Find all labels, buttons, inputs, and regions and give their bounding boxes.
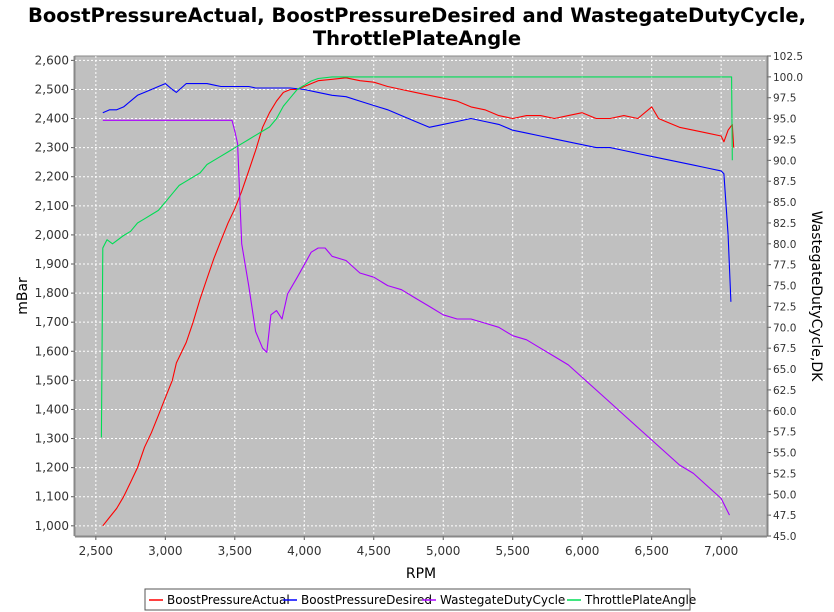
- y-tick-label: 1,500: [35, 373, 69, 387]
- y-tick-label: 2,500: [35, 82, 69, 96]
- axes-layer: 2,500 3,000 3,500 4,000 4,500 5,000 5,500 6,000…: [35, 51, 803, 558]
- y-tick-label: 1,000: [35, 519, 69, 533]
- y-tick-label: 2,400: [35, 112, 69, 126]
- y-right-tick-label: 65.0: [773, 364, 796, 376]
- y-right-tick-label: 55.0: [773, 448, 796, 460]
- y-tick-label: 1,700: [35, 315, 69, 329]
- y-right-tick-label: 45.0: [773, 531, 796, 543]
- series-layer: [100, 76, 735, 527]
- series-line-boost-pressure-desired: [102, 83, 732, 302]
- x-tick-label: 4,000: [287, 544, 321, 558]
- y-right-tick-label: 52.5: [773, 468, 796, 480]
- plot-area: [74, 55, 768, 537]
- chart-title-line2: ThrottlePlateAngle: [313, 27, 521, 50]
- legend-box: [144, 588, 691, 611]
- y-right-tick-label: 70.0: [773, 322, 796, 334]
- y-tick-label: 2,000: [35, 228, 69, 242]
- y-tick-label: 1,400: [35, 402, 69, 416]
- x-tick-label: 2,500: [79, 544, 113, 558]
- x-tick-label: 4,500: [357, 544, 391, 558]
- y-right-tick-label: 67.5: [773, 343, 796, 355]
- x-tick-label: 6,000: [565, 544, 599, 558]
- series-line-wastegate-duty-cycle: [102, 119, 730, 516]
- legend-label-wastegate-duty-cycle: WastegateDutyCycle: [440, 593, 565, 607]
- y-tick-label: 1,100: [35, 490, 69, 504]
- y-right-tick-label: 87.5: [773, 176, 796, 188]
- y-tick-label: 1,600: [35, 344, 69, 358]
- legend-label-throttle-plate-angle: ThrottlePlateAngle: [584, 593, 696, 607]
- y-tick-label: 1,800: [35, 286, 69, 300]
- series-line-boost-pressure-actual: [102, 77, 735, 527]
- chart-title: BoostPressureActual, BoostPressureDesire…: [28, 4, 806, 27]
- x-tick-label: 3,500: [218, 544, 252, 558]
- y-axis-right-label: WastegateDutyCycle,DK: [808, 211, 824, 382]
- x-axis-label: RPM: [406, 566, 436, 582]
- y-tick-label: 2,300: [35, 141, 69, 155]
- y-tick-label: 2,200: [35, 170, 69, 184]
- y-right-tick-label: 75.0: [773, 281, 796, 293]
- x-tick-label: 6,500: [634, 544, 668, 558]
- x-tick-label: 3,000: [148, 544, 182, 558]
- y-right-tick-label: 82.5: [773, 218, 796, 230]
- y-right-tick-label: 60.0: [773, 406, 796, 418]
- y-right-tick-label: 50.0: [773, 489, 796, 501]
- y-tick-label: 1,300: [35, 432, 69, 446]
- y-right-tick-label: 57.5: [773, 427, 796, 439]
- legend: BoostPressureActual BoostPressureDesired W…: [149, 593, 696, 607]
- y-right-tick-label: 80.0: [773, 239, 796, 251]
- y-right-tick-label: 47.5: [773, 510, 796, 522]
- legend-label-boost-pressure-desired: BoostPressureDesired: [301, 593, 432, 607]
- y-tick-label: 2,600: [35, 53, 69, 67]
- y-right-tick-label: 77.5: [773, 260, 796, 272]
- series-line-throttle-plate-angle: [100, 76, 733, 438]
- x-tick-label: 5,000: [426, 544, 460, 558]
- y-right-tick-label: 97.5: [773, 93, 796, 105]
- y-right-tick-label: 90.0: [773, 155, 796, 167]
- y-right-tick-label: 100.0: [773, 72, 803, 84]
- y-right-tick-label: 102.5: [773, 51, 803, 63]
- x-tick-label: 5,500: [496, 544, 530, 558]
- y-axis-label: mBar: [15, 277, 31, 315]
- y-tick-label: 1,200: [35, 461, 69, 475]
- grid-layer: [75, 56, 767, 536]
- y-right-tick-label: 92.5: [773, 134, 796, 146]
- y-tick-label: 2,100: [35, 199, 69, 213]
- y-right-tick-label: 72.5: [773, 301, 796, 313]
- x-tick-label: 7,000: [704, 544, 738, 558]
- y-right-tick-label: 85.0: [773, 197, 796, 209]
- y-tick-label: 1,900: [35, 257, 69, 271]
- y-right-tick-label: 95.0: [773, 114, 796, 126]
- y-right-tick-label: 62.5: [773, 385, 796, 397]
- legend-label-boost-pressure-actual: BoostPressureActual: [167, 593, 290, 607]
